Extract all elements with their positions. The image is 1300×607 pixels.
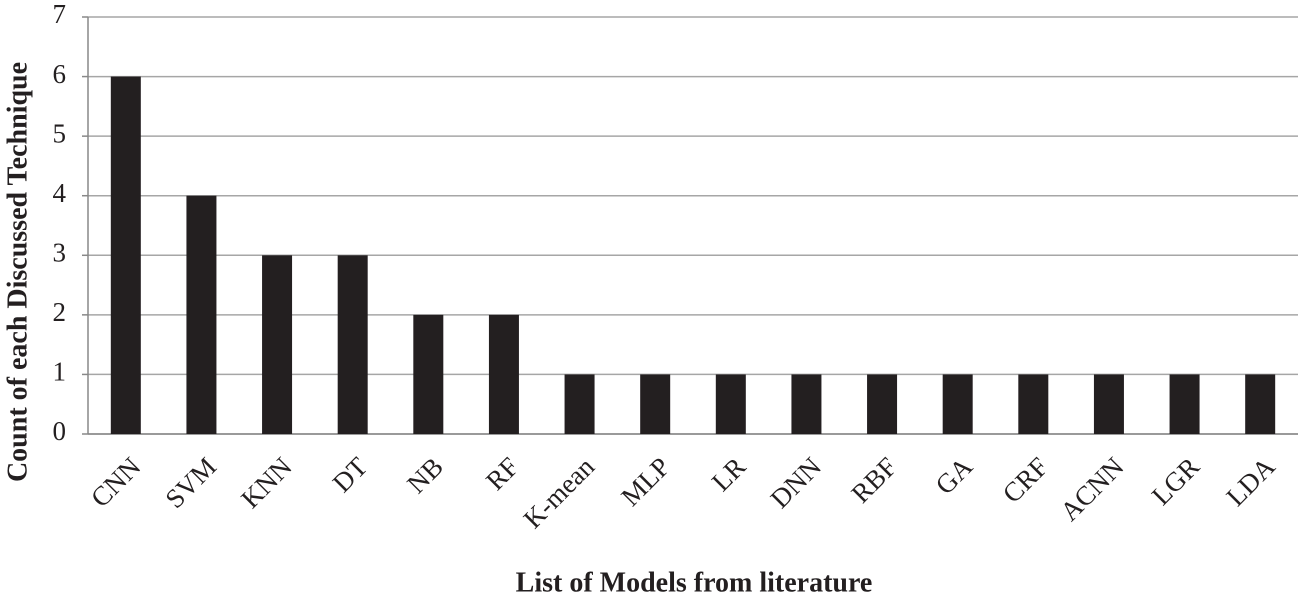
x-tick-label: CRF [997, 451, 1054, 508]
y-tick-label: 7 [53, 0, 67, 29]
y-tick-label: 4 [53, 178, 67, 208]
bar [1018, 374, 1049, 434]
bar [1245, 374, 1276, 434]
bar [110, 76, 141, 435]
x-tick-label: DT [327, 451, 374, 498]
bar [942, 374, 973, 434]
x-tick-label: SVM [159, 451, 222, 514]
x-tick-label: LR [706, 451, 752, 497]
x-tick-label: NB [401, 451, 449, 499]
y-axis-title: Count of each Discussed Technique [2, 62, 33, 482]
y-tick-label: 1 [53, 357, 67, 387]
bar [1093, 374, 1124, 434]
y-tick-label: 6 [53, 59, 67, 89]
x-tick-label: DNN [764, 451, 827, 514]
y-tick-label: 0 [53, 416, 67, 446]
y-tick-label: 3 [53, 237, 67, 267]
bar [337, 255, 368, 434]
bar [1169, 374, 1200, 434]
x-tick-label: KNN [235, 451, 298, 514]
x-tick-label: MLP [615, 451, 675, 511]
x-tick-label: RF [480, 451, 525, 496]
x-tick-label: LDA [1220, 451, 1281, 512]
bar [640, 374, 671, 434]
bar [488, 314, 519, 434]
x-tick-label: ACNN [1054, 451, 1129, 526]
bar [262, 255, 293, 434]
bar [413, 314, 444, 434]
bar [564, 374, 595, 434]
x-tick-label: K-mean [517, 451, 600, 534]
y-tick-label: 2 [53, 297, 67, 327]
x-tick-label: GA [930, 451, 979, 500]
x-tick-label: CNN [85, 451, 147, 513]
x-axis-title: List of Models from literature [516, 567, 873, 598]
bar [715, 374, 746, 434]
x-tick-label: LGR [1146, 451, 1205, 510]
bar [867, 374, 898, 434]
bar [186, 195, 217, 434]
y-tick-label: 5 [53, 118, 67, 148]
x-tick-label: RBF [845, 451, 902, 508]
bar [791, 374, 822, 434]
